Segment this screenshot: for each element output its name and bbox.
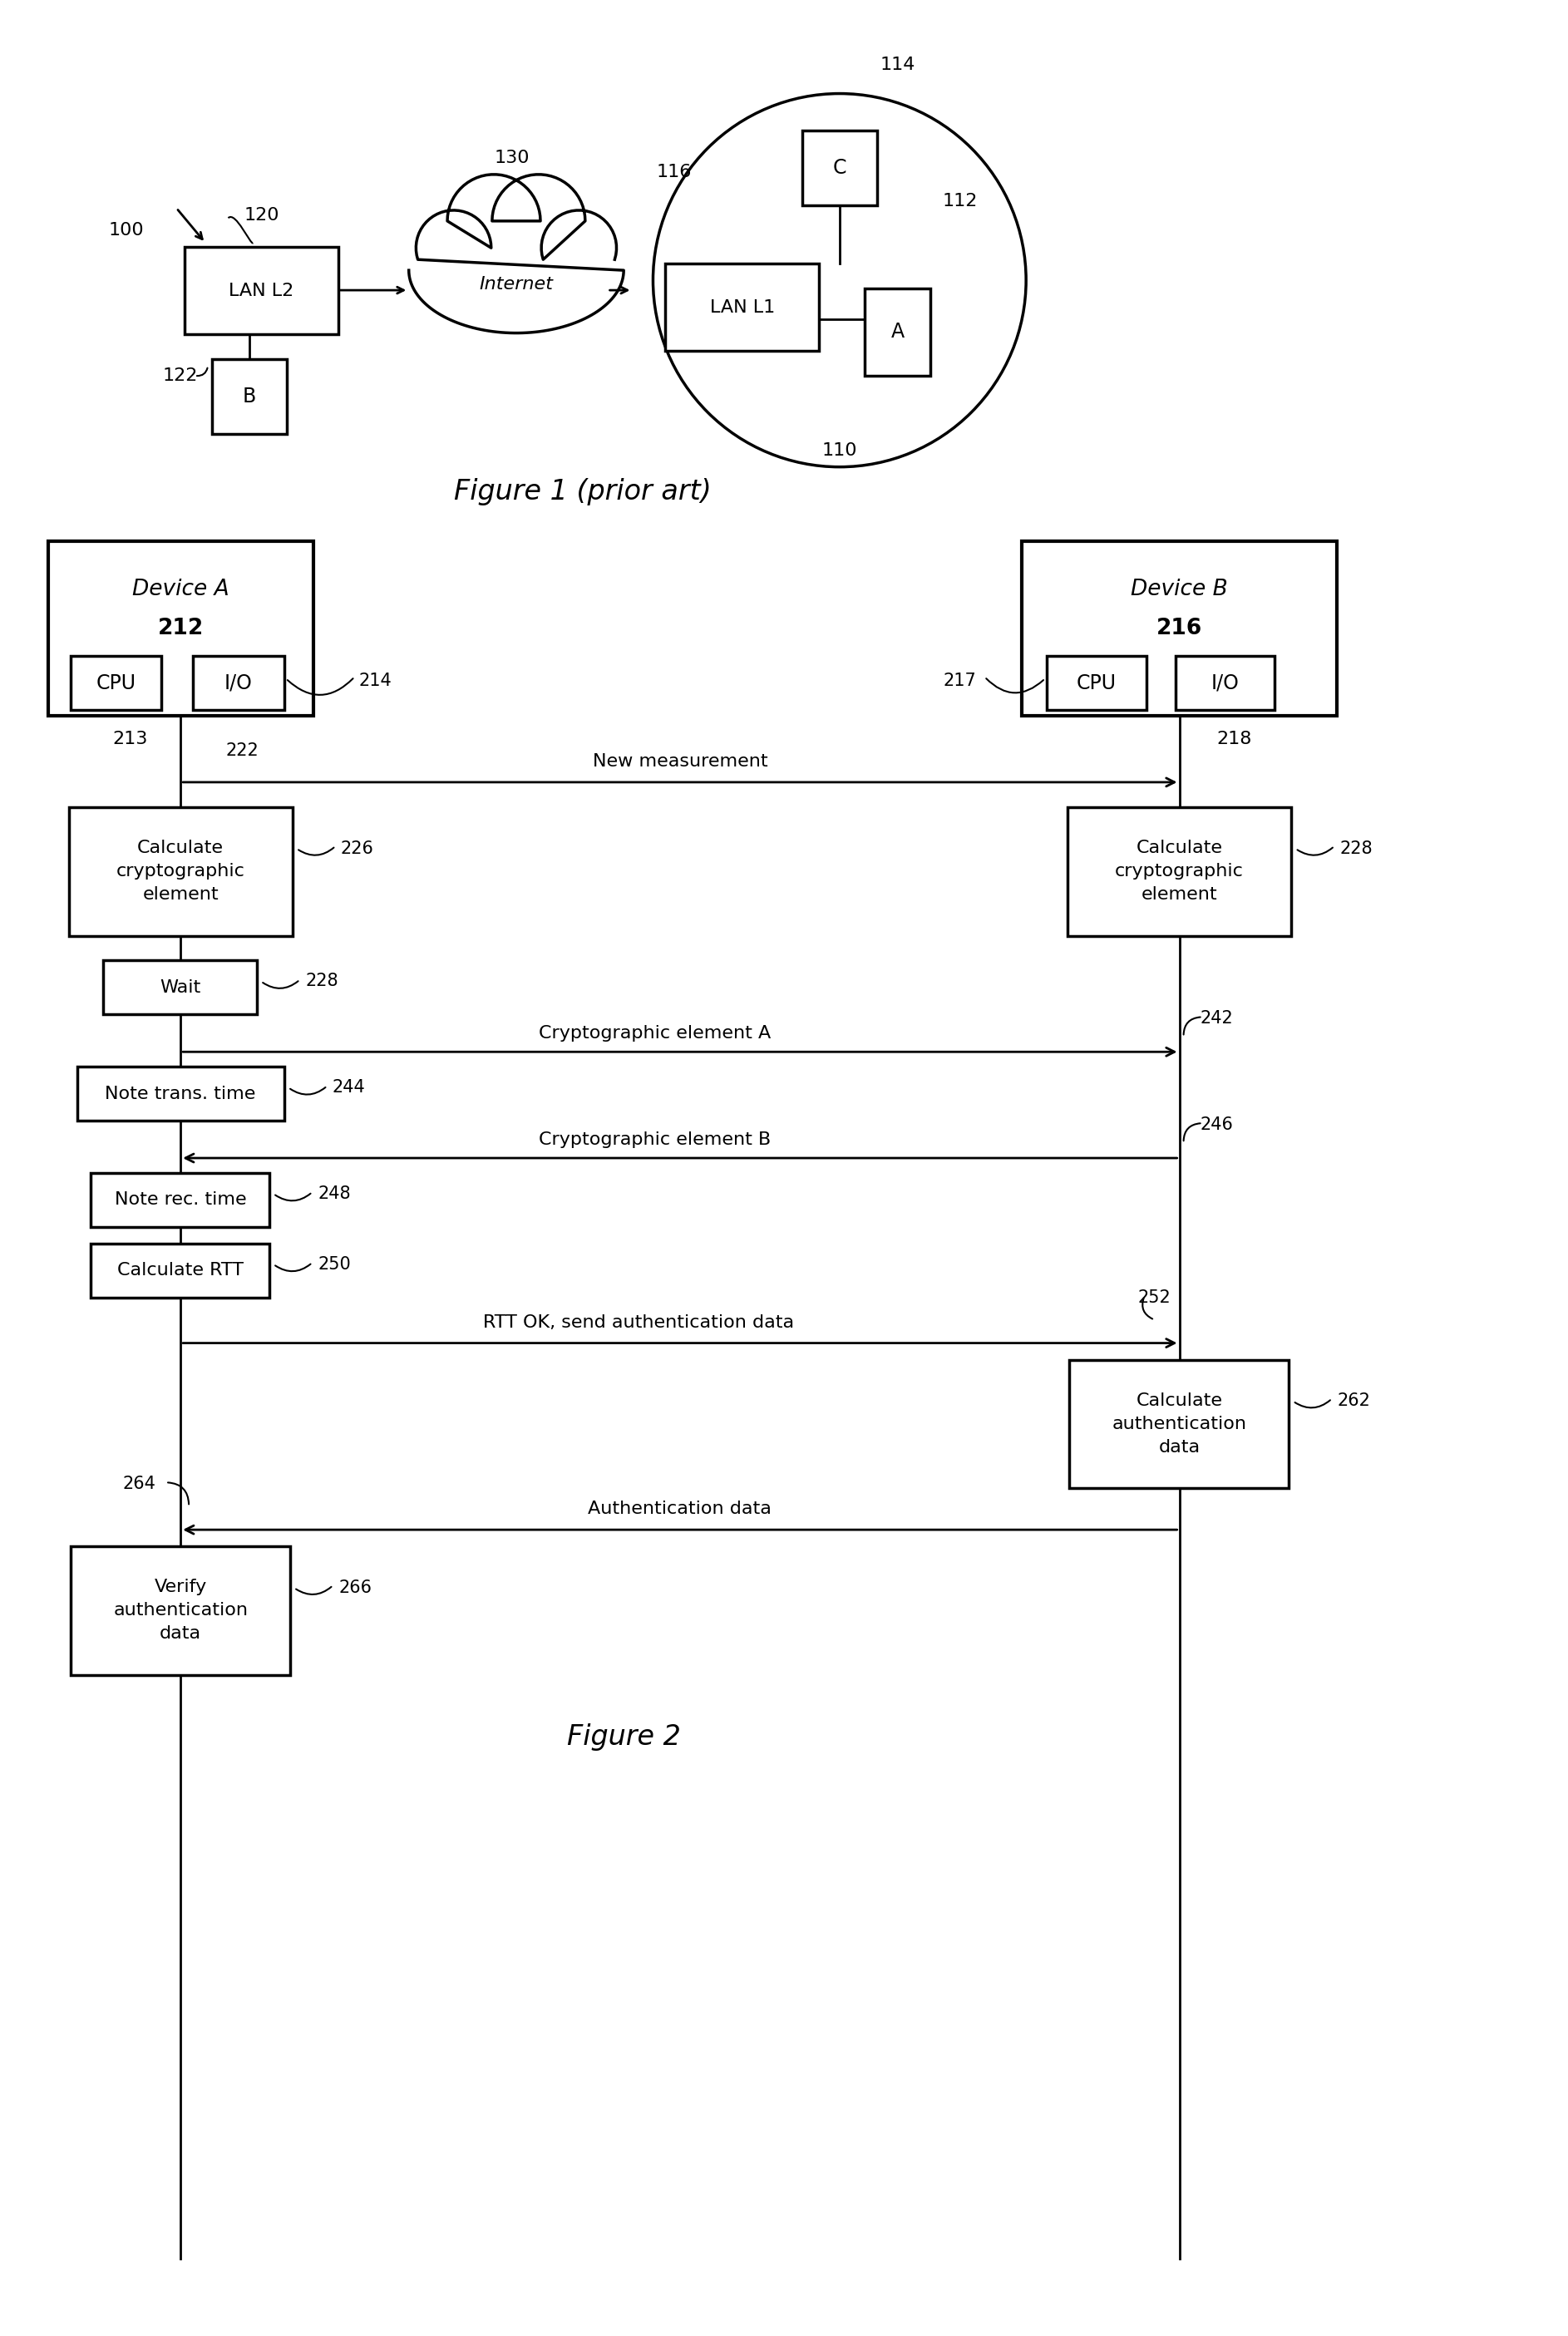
Text: 217: 217 <box>944 673 977 689</box>
FancyBboxPatch shape <box>71 1546 290 1675</box>
FancyBboxPatch shape <box>1068 808 1292 937</box>
Text: 242: 242 <box>1200 1011 1232 1028</box>
Text: 110: 110 <box>822 442 858 458</box>
Text: Calculate
authentication
data: Calculate authentication data <box>1112 1392 1247 1455</box>
Ellipse shape <box>409 208 624 334</box>
Text: Calculate
cryptographic
element: Calculate cryptographic element <box>116 841 245 904</box>
Text: Device B: Device B <box>1131 579 1228 600</box>
Text: 228: 228 <box>1339 841 1372 857</box>
FancyBboxPatch shape <box>1176 656 1275 710</box>
Text: Figure 2: Figure 2 <box>568 1724 681 1752</box>
FancyBboxPatch shape <box>665 264 818 350</box>
Text: 262: 262 <box>1338 1392 1370 1409</box>
FancyBboxPatch shape <box>91 1243 270 1296</box>
Text: Authentication data: Authentication data <box>588 1500 771 1518</box>
Text: Calculate RTT: Calculate RTT <box>118 1261 243 1278</box>
Text: C: C <box>833 159 847 178</box>
FancyBboxPatch shape <box>49 542 314 715</box>
Text: 264: 264 <box>122 1476 155 1493</box>
FancyBboxPatch shape <box>212 360 287 434</box>
Text: 252: 252 <box>1138 1289 1171 1306</box>
Text: 244: 244 <box>332 1079 365 1096</box>
Text: I/O: I/O <box>1210 673 1239 694</box>
Text: New measurement: New measurement <box>593 752 767 771</box>
Text: 218: 218 <box>1217 731 1251 748</box>
Text: 112: 112 <box>942 194 977 210</box>
FancyBboxPatch shape <box>1069 1360 1289 1488</box>
Text: LAN L1: LAN L1 <box>710 299 775 315</box>
Text: Note rec. time: Note rec. time <box>114 1191 246 1208</box>
Text: 216: 216 <box>1157 619 1203 640</box>
FancyBboxPatch shape <box>103 960 257 1014</box>
Text: RTT OK, send authentication data: RTT OK, send authentication data <box>483 1315 793 1332</box>
Text: Internet: Internet <box>480 276 554 292</box>
Text: 222: 222 <box>226 743 259 759</box>
Text: B: B <box>243 385 256 406</box>
Text: 100: 100 <box>108 222 144 238</box>
Text: Cryptographic element B: Cryptographic element B <box>539 1131 771 1147</box>
Text: LAN L2: LAN L2 <box>229 283 293 299</box>
FancyBboxPatch shape <box>185 248 339 334</box>
FancyBboxPatch shape <box>91 1173 270 1226</box>
Text: 212: 212 <box>157 619 204 640</box>
Text: I/O: I/O <box>224 673 252 694</box>
Text: 226: 226 <box>340 841 373 857</box>
FancyBboxPatch shape <box>803 131 877 206</box>
Text: 130: 130 <box>494 150 530 166</box>
Text: CPU: CPU <box>1077 673 1116 694</box>
FancyBboxPatch shape <box>1022 542 1338 715</box>
Text: 214: 214 <box>359 673 392 689</box>
Text: A: A <box>891 322 905 341</box>
Text: CPU: CPU <box>96 673 136 694</box>
Text: Wait: Wait <box>160 979 201 995</box>
Text: Verify
authentication
data: Verify authentication data <box>113 1579 248 1642</box>
Text: Note trans. time: Note trans. time <box>105 1086 256 1103</box>
FancyBboxPatch shape <box>193 656 284 710</box>
Polygon shape <box>409 175 624 334</box>
FancyBboxPatch shape <box>71 656 162 710</box>
Text: Cryptographic element A: Cryptographic element A <box>539 1026 771 1042</box>
Text: Figure 1 (prior art): Figure 1 (prior art) <box>453 479 712 505</box>
FancyBboxPatch shape <box>1047 656 1146 710</box>
Text: 246: 246 <box>1200 1117 1234 1133</box>
Text: 250: 250 <box>318 1257 351 1273</box>
FancyBboxPatch shape <box>77 1068 284 1121</box>
Text: Calculate
cryptographic
element: Calculate cryptographic element <box>1115 841 1243 904</box>
FancyBboxPatch shape <box>864 290 931 376</box>
Text: 213: 213 <box>113 731 147 748</box>
Text: 248: 248 <box>318 1184 351 1203</box>
Text: 120: 120 <box>243 208 279 224</box>
Text: Device A: Device A <box>132 579 229 600</box>
Text: 116: 116 <box>655 164 691 180</box>
Text: 122: 122 <box>163 367 198 383</box>
Text: 114: 114 <box>880 56 916 72</box>
Text: 266: 266 <box>339 1579 372 1595</box>
FancyBboxPatch shape <box>69 808 293 937</box>
Text: 228: 228 <box>306 974 339 990</box>
